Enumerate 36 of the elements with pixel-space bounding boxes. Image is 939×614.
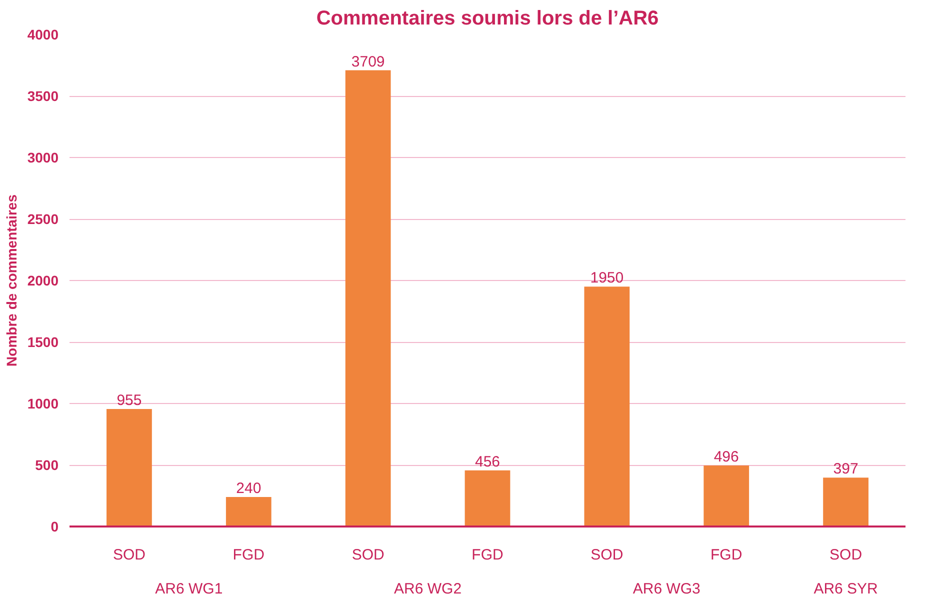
y-tick-label: 3000 xyxy=(27,150,59,166)
bar xyxy=(345,70,391,526)
data-label: 1950 xyxy=(590,270,624,287)
x-tick-label: SOD xyxy=(830,546,862,564)
x-tick-label: SOD xyxy=(352,546,384,564)
x-tick-label: FGD xyxy=(472,546,504,564)
text: AR6 SYR xyxy=(814,580,878,598)
bar xyxy=(584,286,630,526)
text: AR6 WG3 xyxy=(632,580,700,598)
x-tick-label: FGD xyxy=(710,546,742,564)
x-tick-label: FGD xyxy=(232,546,265,564)
y-tick-label: 2000 xyxy=(27,272,59,288)
data-label: 456 xyxy=(474,453,500,470)
text: AR6 WG1 xyxy=(155,580,223,598)
data-label: 240 xyxy=(236,480,262,497)
x-tick-label: SOD xyxy=(112,546,146,564)
y-tick-label: 3500 xyxy=(27,88,59,104)
y-tick-label: 0 xyxy=(50,518,59,534)
data-label: 955 xyxy=(116,392,142,410)
y-tick-label: 4000 xyxy=(27,26,59,42)
y-tick-label: 2500 xyxy=(27,211,59,227)
data-label: 397 xyxy=(833,460,858,478)
x-tick-label: SOD xyxy=(590,546,624,564)
y-tick-label: 1000 xyxy=(27,396,59,412)
data-label: 3709 xyxy=(351,53,385,70)
text: AR6 WG2 xyxy=(394,580,462,598)
y-axis-title: Nombre de commentaires xyxy=(3,194,20,366)
bar xyxy=(106,409,152,526)
bar xyxy=(704,465,750,526)
y-tick-label: 1500 xyxy=(27,334,59,350)
y-tick-label: 500 xyxy=(35,457,59,473)
data-label: 496 xyxy=(714,448,739,466)
bar xyxy=(464,470,510,526)
chart-title: Commentaires soumis lors de l’AR6 xyxy=(316,8,659,30)
bar xyxy=(226,496,272,526)
bar xyxy=(823,478,868,526)
